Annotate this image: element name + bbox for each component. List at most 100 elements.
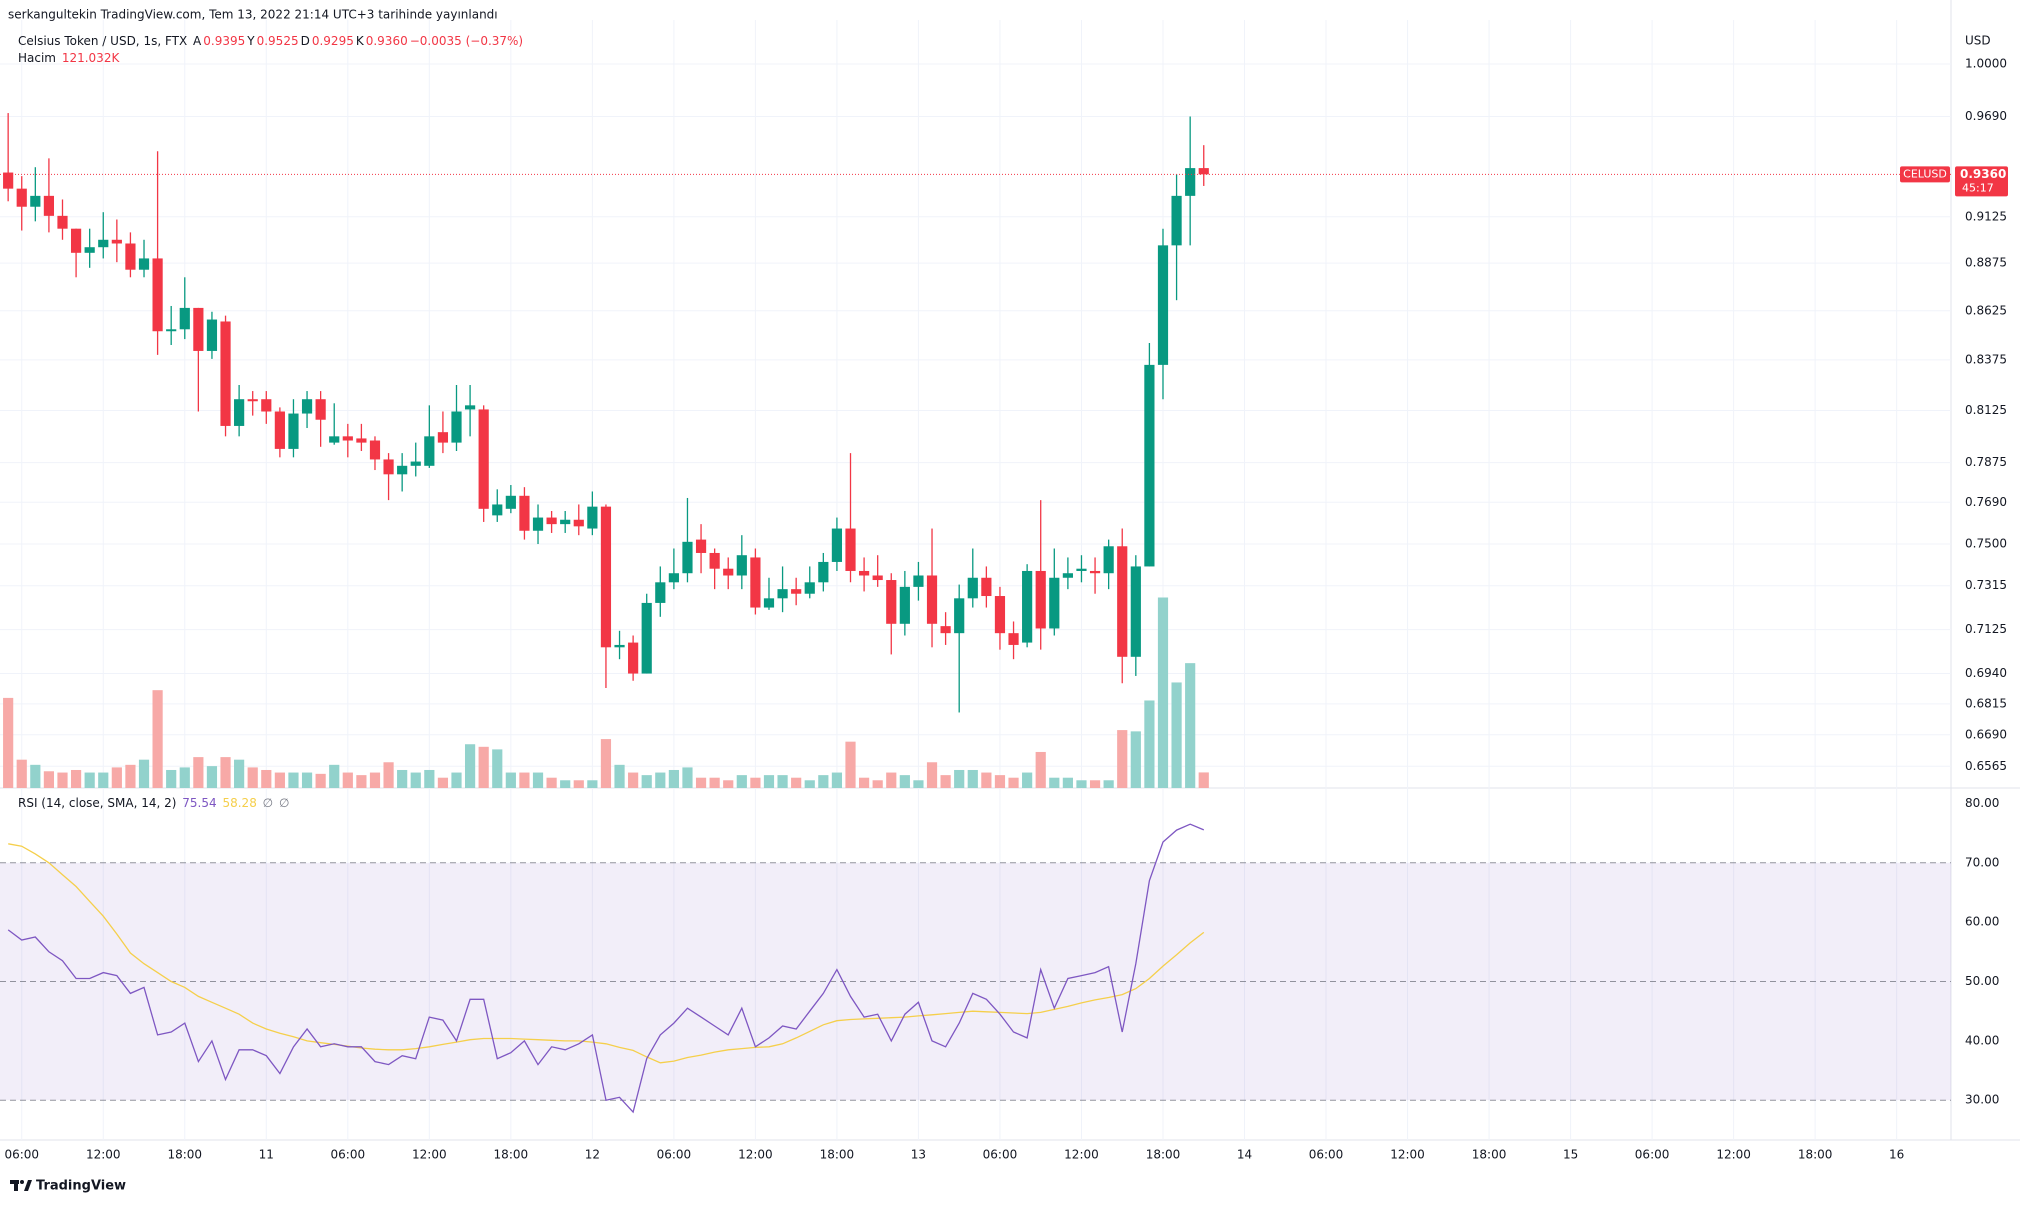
candle-body (1171, 195, 1182, 246)
volume-bar (818, 775, 829, 788)
volume-bar (247, 767, 258, 788)
candle-body (1117, 546, 1128, 657)
volume-bar (220, 757, 231, 788)
candle-body (247, 399, 258, 402)
rsi-sma-value: 58.28 (222, 796, 257, 810)
volume-bar (505, 772, 516, 788)
rsi-extra: ∅ (278, 796, 290, 810)
countdown: 45:17 (1962, 181, 1994, 194)
volume-bar (1171, 682, 1182, 788)
y-tick-label: 0.7125 (1965, 622, 2007, 636)
symbol-tag (1900, 166, 1950, 183)
volume-bar (329, 764, 340, 788)
candle-body (301, 399, 313, 414)
volume-bar (1089, 780, 1101, 788)
y-tick-label: 0.7315 (1965, 578, 2007, 592)
volume-bar (1035, 751, 1046, 788)
volume-bar (831, 772, 843, 788)
candle-body (424, 436, 435, 466)
volume-bar (261, 769, 272, 788)
rsi-tick-label: 70.00 (1965, 855, 1999, 869)
candle-body (397, 465, 408, 475)
candle-body (981, 577, 992, 597)
candle-body (763, 598, 775, 608)
candle-body (723, 568, 734, 576)
volume-bar (84, 772, 95, 788)
candle-body (845, 528, 856, 571)
x-tick-label: 18:00 (1146, 1148, 1181, 1162)
price-tag (1955, 166, 2008, 197)
candle-body (111, 239, 122, 244)
candle-body (220, 321, 231, 426)
x-tick-label: 12:00 (1716, 1148, 1751, 1162)
candle-body (750, 557, 761, 608)
volume-bar (981, 772, 992, 788)
candle-body (831, 528, 843, 562)
candle-body (1049, 577, 1060, 629)
candle-body (125, 243, 136, 270)
candle-body (1062, 573, 1073, 578)
x-tick-label: 14 (1237, 1148, 1252, 1162)
candle-body (3, 172, 14, 189)
candle-body (166, 329, 177, 332)
x-tick-label: 06:00 (1635, 1148, 1670, 1162)
volume-bar (301, 772, 313, 788)
candle-body (478, 409, 489, 509)
candle-body (206, 319, 218, 351)
candle-body (1089, 570, 1101, 574)
candle-body (628, 642, 639, 674)
ohlc-value: 0.9360 (365, 34, 408, 48)
x-tick-label: 12:00 (738, 1148, 773, 1162)
rsi-value: 75.54 (182, 796, 217, 810)
volume-bar (967, 769, 978, 788)
volume-bar (437, 777, 449, 788)
y-tick-label: 0.7690 (1965, 495, 2007, 509)
volume-bar (492, 749, 503, 788)
candle-body (437, 432, 449, 443)
volume-bar (994, 775, 1006, 788)
volume-bar (560, 780, 571, 788)
candle-body (505, 495, 516, 509)
volume-value: 121.032K (61, 51, 120, 65)
candle-body (1035, 570, 1046, 629)
candle-body (356, 438, 367, 443)
volume-bar (763, 775, 775, 788)
x-tick-label: 12:00 (1390, 1148, 1425, 1162)
x-tick-label: 15 (1563, 1148, 1578, 1162)
symbol-legend: Celsius Token / USD, 1s, FTX A 0.9395 Y 0.9… (18, 34, 525, 48)
volume-bar (288, 772, 299, 788)
y-tick-label: 0.9125 (1965, 209, 2007, 223)
candle-body (532, 517, 544, 531)
volume-bar (940, 775, 951, 788)
volume-name: Hacim (18, 51, 56, 65)
credit: serkangultekin TradingView.com, Tem 13, … (8, 8, 498, 22)
volume-bar (628, 772, 639, 788)
symbol-tag-text: CELUSD (1903, 167, 1947, 180)
volume-bar (1185, 663, 1196, 788)
x-tick-label: 18:00 (1798, 1148, 1833, 1162)
candle-body (641, 602, 652, 674)
rsi-tick-label: 40.00 (1965, 1033, 1999, 1047)
volume-bar (315, 773, 326, 788)
y-tick-label: 0.7875 (1965, 455, 2007, 469)
price-tag-text: 0.9360 (1960, 167, 2006, 181)
x-tick-label: 12:00 (86, 1148, 121, 1162)
rsi-tick-label: 60.00 (1965, 915, 1999, 929)
y-tick-label: 0.6940 (1965, 666, 2007, 680)
candle-body (573, 519, 584, 527)
x-tick-label: 11 (259, 1148, 274, 1162)
volume-bar (1076, 780, 1087, 788)
ohlc-key: Y (247, 34, 255, 48)
volume-bar (519, 772, 530, 788)
candle-body (383, 459, 394, 475)
volume-bar (886, 772, 897, 788)
volume-bar (98, 772, 109, 788)
candle-body (546, 517, 557, 525)
candle-body (138, 258, 150, 270)
volume-bar (166, 769, 177, 788)
volume-bar (682, 767, 693, 788)
volume-bar (383, 762, 394, 788)
ohlc-value: 0.9395 (203, 34, 246, 48)
x-tick-label: 06:00 (657, 1148, 692, 1162)
volume-bar (913, 780, 924, 788)
